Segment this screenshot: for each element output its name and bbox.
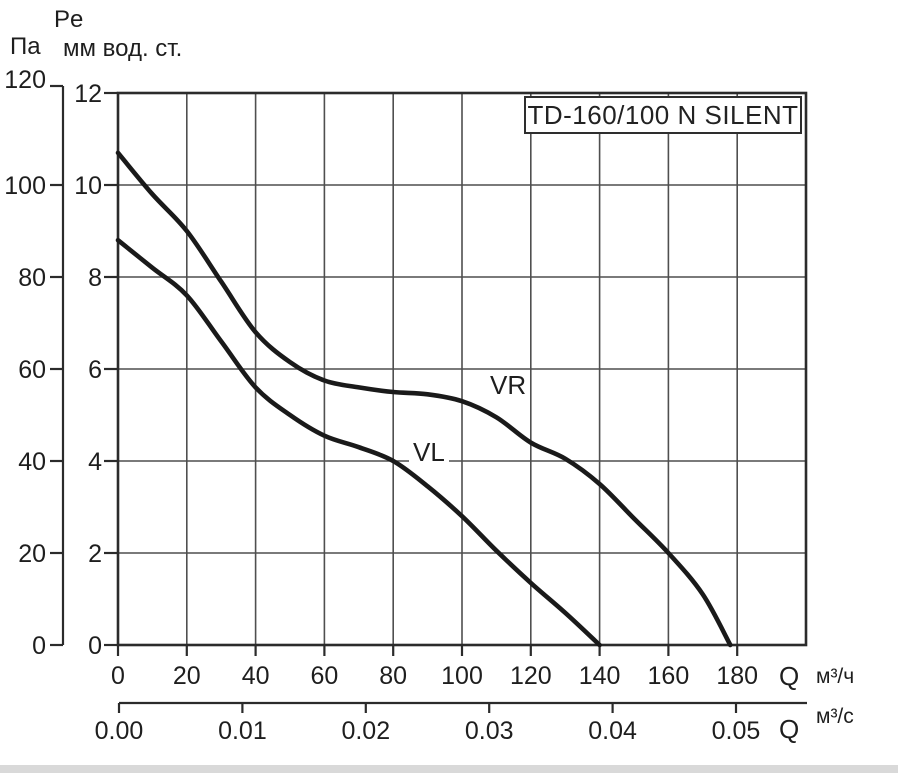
x-axis-primary-tick-label: 100 bbox=[441, 662, 483, 690]
window-edge bbox=[0, 765, 898, 773]
x-axis-primary-unit: м³/ч bbox=[816, 665, 855, 688]
y-axis-mm-tick-label: 0 bbox=[88, 632, 102, 660]
y-axis-mm-tick-label: 10 bbox=[74, 172, 102, 200]
x-axis-primary-tick-label: 20 bbox=[173, 662, 201, 690]
y-axis-mm-tick-label: 12 bbox=[74, 80, 102, 108]
y-axis-unit-pa-label: Па bbox=[10, 33, 41, 60]
y-axis-pa-tick-label: 80 bbox=[18, 264, 46, 292]
y-axis-mm-tick-label: 8 bbox=[88, 264, 102, 292]
y-axis-pa-tick-label: 60 bbox=[18, 356, 46, 384]
x-axis-secondary-symbol: Q bbox=[779, 714, 800, 744]
y-axis-unit-mm-label: мм вод. ст. bbox=[63, 35, 183, 62]
y-axis-mm-tick-label: 6 bbox=[88, 356, 102, 384]
y-axis-pa-tick-label: 40 bbox=[18, 448, 46, 476]
y-axis-pa-tick-label: 120 bbox=[4, 66, 46, 94]
x-axis-primary-tick-label: 160 bbox=[648, 662, 690, 690]
x-axis-primary-tick-label: 140 bbox=[579, 662, 621, 690]
x-axis-primary-tick-label: 120 bbox=[510, 662, 552, 690]
x-axis-secondary-tick-label: 0.04 bbox=[588, 717, 637, 745]
x-axis-primary-tick-label: 180 bbox=[716, 662, 758, 690]
curve-label-vl: VL bbox=[409, 439, 449, 465]
x-axis-secondary-tick-label: 0.02 bbox=[341, 717, 390, 745]
x-axis-primary-tick-label: 60 bbox=[310, 662, 338, 690]
x-axis-secondary-tick-label: 0.00 bbox=[95, 717, 144, 745]
x-axis-secondary-tick-label: 0.03 bbox=[465, 717, 514, 745]
x-axis-primary-symbol: Q bbox=[779, 661, 800, 691]
y-axis-pa-tick-label: 20 bbox=[18, 540, 46, 568]
x-axis-secondary-unit: м³/с bbox=[816, 705, 854, 728]
curve-label-vr: VR bbox=[486, 372, 531, 398]
y-axis-pa-tick-label: 0 bbox=[32, 632, 46, 660]
curve-vl bbox=[115, 237, 602, 648]
pressure-symbol-label: Pe bbox=[54, 6, 84, 33]
x-axis-secondary-tick-label: 0.05 bbox=[712, 717, 761, 745]
y-axis-pa-tick-label: 100 bbox=[4, 172, 46, 200]
y-axis-mm-tick-label: 2 bbox=[88, 540, 102, 568]
curve-vr bbox=[115, 150, 733, 648]
model-title: TD-160/100 N SILENT bbox=[527, 99, 799, 130]
x-axis-primary-tick-label: 80 bbox=[379, 662, 407, 690]
x-axis-secondary-tick-label: 0.01 bbox=[218, 717, 267, 745]
y-axis-mm-tick-label: 4 bbox=[88, 448, 102, 476]
x-axis-primary-tick-label: 40 bbox=[242, 662, 270, 690]
model-title-box: TD-160/100 N SILENT bbox=[524, 96, 802, 134]
x-axis-primary-tick-label: 0 bbox=[111, 662, 125, 690]
